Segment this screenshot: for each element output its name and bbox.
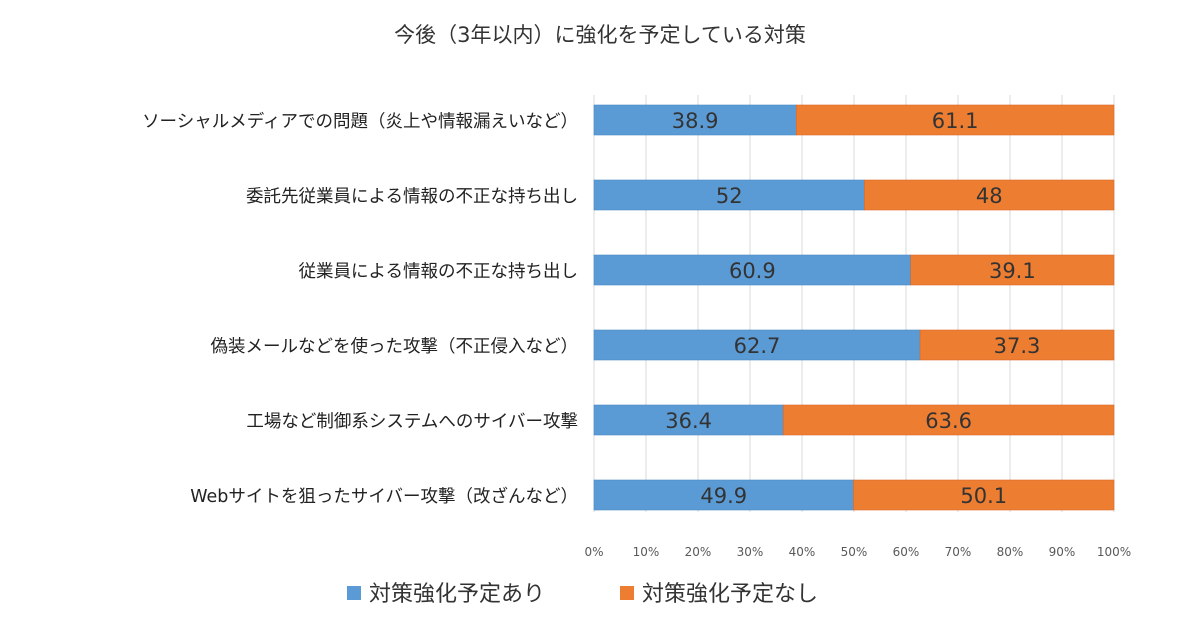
legend-label: 対策強化予定あり [369, 582, 545, 607]
bar-segment [795, 104, 1115, 136]
data-label: 62.7 [734, 334, 781, 358]
category-label: 委託先従業員による情報の不正な持ち出し [246, 187, 578, 207]
bar-segment [864, 179, 1115, 211]
x-tick-label: 40% [789, 545, 816, 559]
legend-swatch [347, 586, 361, 600]
bar-segment [853, 479, 1115, 511]
bar-segment [593, 329, 921, 361]
data-label: 61.1 [932, 109, 979, 133]
x-tick-label: 0% [584, 545, 603, 559]
data-label: 63.6 [925, 409, 972, 433]
bar-segment [593, 179, 865, 211]
data-label: 37.3 [994, 334, 1041, 358]
x-tick-label: 60% [893, 545, 920, 559]
x-tick-label: 80% [997, 545, 1024, 559]
category-label: 偽装メールなどを使った攻撃（不正侵入など） [211, 336, 579, 357]
bar-segment [919, 329, 1115, 361]
x-tick-label: 10% [633, 545, 660, 559]
category-label: ソーシャルメディアでの問題（炎上や情報漏えいなど） [142, 111, 578, 132]
legend-swatch [620, 586, 634, 600]
category-label: 従業員による情報の不正な持ち出し [299, 262, 578, 282]
bar-segment [593, 104, 797, 136]
data-label: 38.9 [672, 109, 719, 133]
x-tick-label: 50% [841, 545, 868, 559]
bar-segment [910, 254, 1115, 286]
data-label: 50.1 [960, 484, 1007, 508]
x-tick-label: 90% [1049, 545, 1076, 559]
data-label: 36.4 [665, 409, 712, 433]
bar-segment [593, 404, 784, 436]
bar-segment [782, 404, 1115, 436]
data-label: 60.9 [729, 259, 776, 283]
data-label: 39.1 [989, 259, 1036, 283]
category-label: Webサイトを狙ったサイバー攻撃（改ざんなど） [190, 486, 578, 507]
data-label: 52 [716, 184, 743, 208]
bar-segment [593, 254, 911, 286]
category-label: 工場など制御系システムへのサイバー攻撃 [246, 412, 578, 432]
x-tick-label: 70% [945, 545, 972, 559]
legend-label: 対策強化予定なし [642, 582, 818, 607]
data-label: 49.9 [700, 484, 747, 508]
chart-title: 今後（3年以内）に強化を予定している対策 [394, 23, 806, 47]
bar-segment [593, 479, 854, 511]
x-tick-label: 100% [1097, 545, 1131, 559]
data-label: 48 [976, 184, 1003, 208]
x-tick-label: 20% [685, 545, 712, 559]
x-tick-label: 30% [737, 545, 764, 559]
